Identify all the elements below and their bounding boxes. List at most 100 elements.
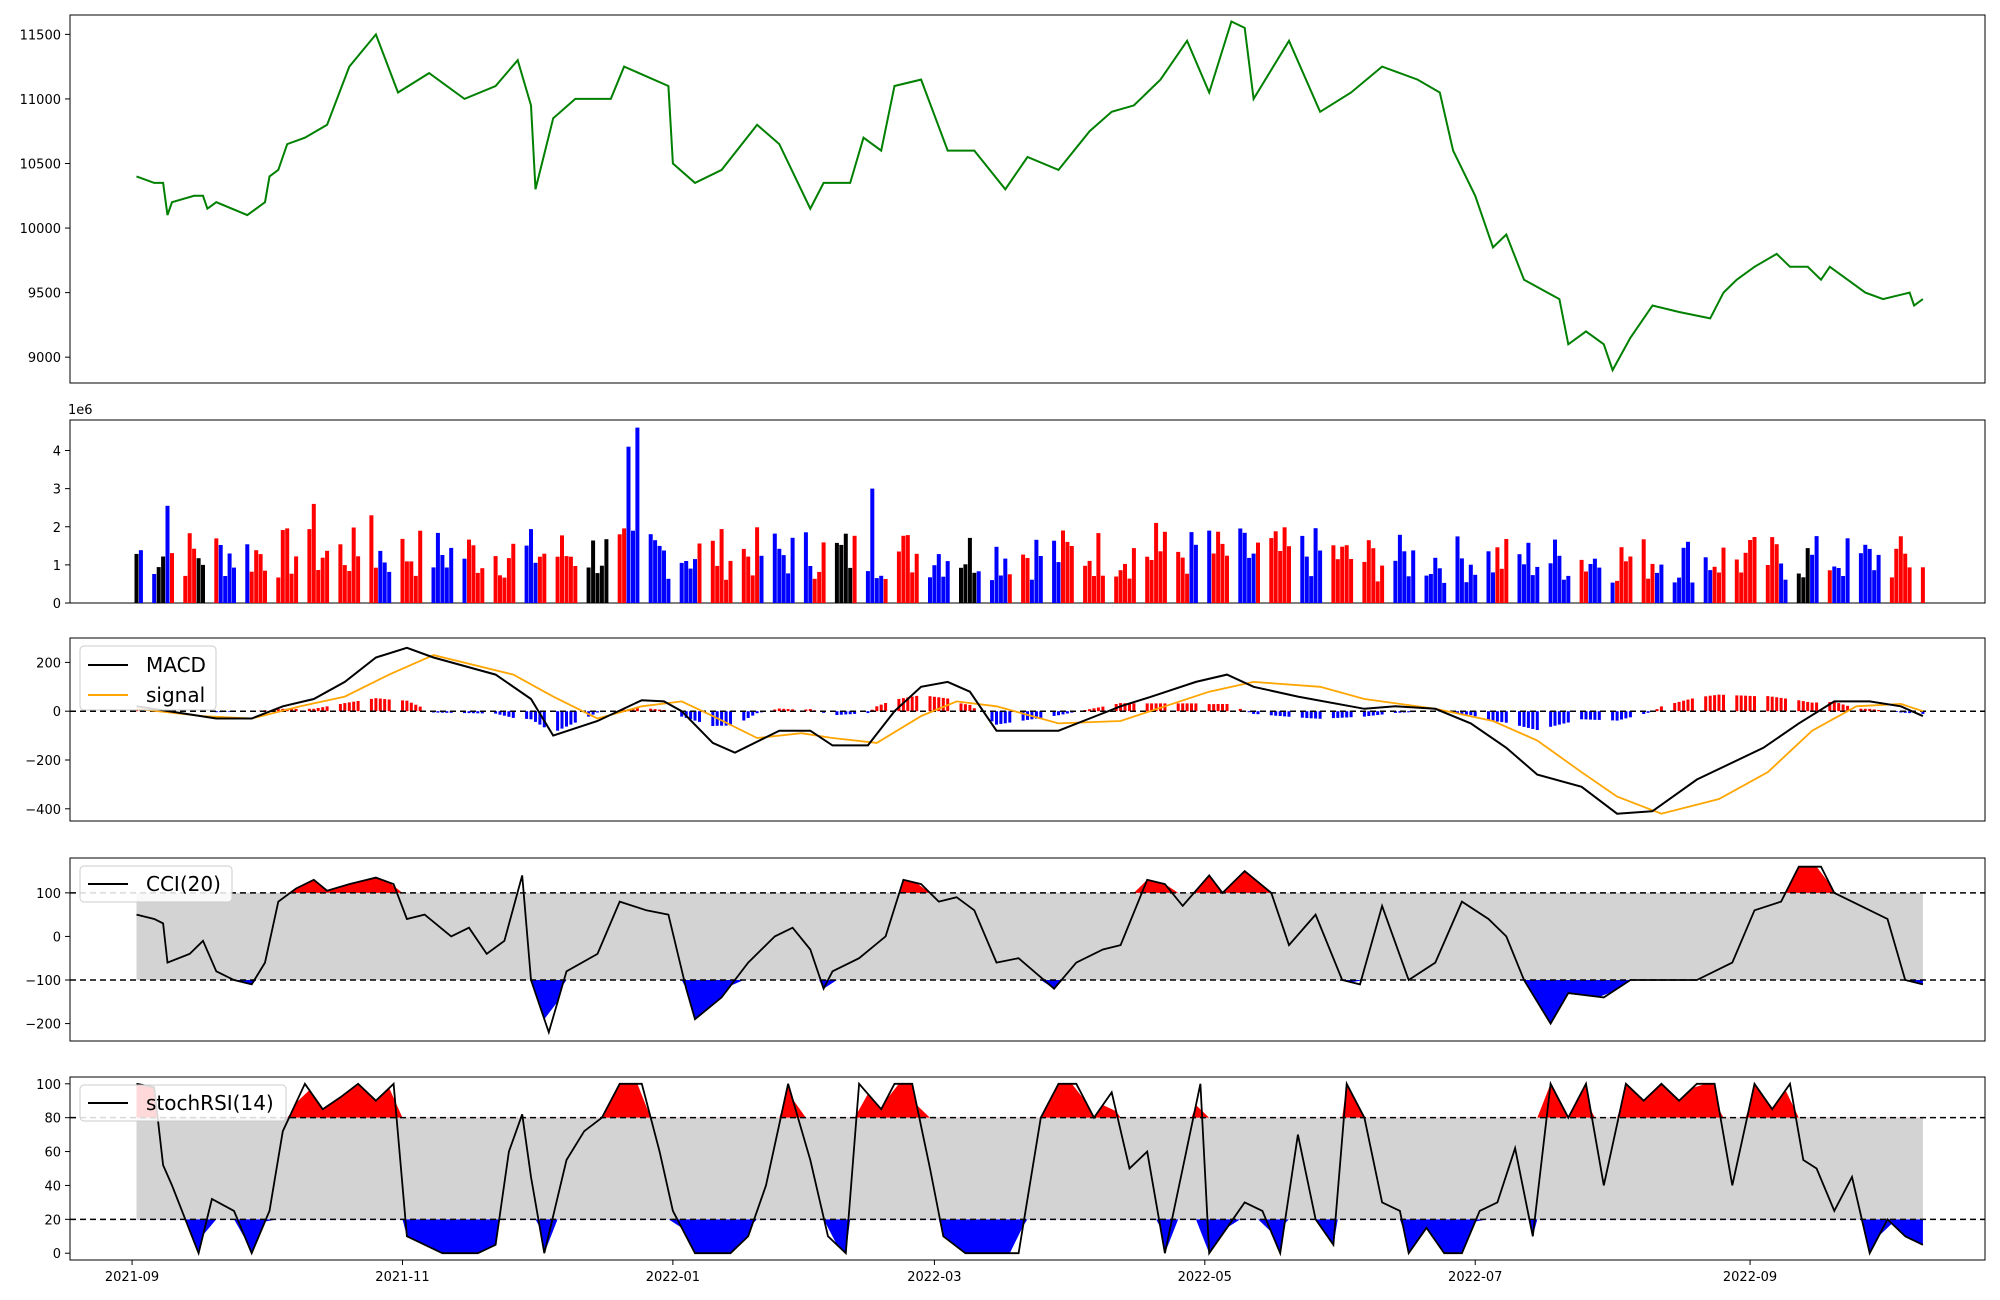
macd-histogram-bar bbox=[307, 708, 311, 712]
macd-histogram-bar bbox=[1380, 711, 1384, 715]
macd-histogram-bar bbox=[556, 711, 560, 731]
volume-bar bbox=[657, 545, 662, 603]
macd-histogram-bar bbox=[720, 711, 724, 726]
volume-bar bbox=[1845, 538, 1850, 603]
volume-bar bbox=[1397, 534, 1402, 603]
macd-histogram-bar bbox=[1225, 704, 1229, 712]
volume-bar bbox=[232, 567, 236, 603]
volume-bar bbox=[790, 537, 795, 603]
macd-histogram-bar bbox=[1495, 711, 1499, 722]
macd-histogram-bar bbox=[1877, 710, 1881, 712]
volume-bar bbox=[1273, 531, 1278, 603]
volume-tick-label: 2 bbox=[53, 521, 61, 536]
volume-bar bbox=[356, 556, 361, 603]
macd-histogram-bar bbox=[1464, 711, 1468, 715]
macd-histogram-bar bbox=[910, 696, 914, 712]
macd-histogram-bar bbox=[1686, 699, 1690, 712]
volume-bar bbox=[759, 555, 764, 603]
macd-histogram-bar bbox=[1300, 711, 1304, 718]
volume-bar bbox=[741, 548, 746, 603]
macd-histogram-bar bbox=[369, 698, 373, 712]
macd-histogram-bar bbox=[565, 711, 568, 727]
volume-bar bbox=[1641, 539, 1646, 603]
volume-bar bbox=[1216, 531, 1221, 603]
volume-bar bbox=[152, 574, 157, 603]
volume-bar bbox=[1491, 572, 1495, 603]
volume-bar bbox=[1193, 544, 1198, 603]
volume-bar bbox=[1189, 532, 1194, 603]
volume-bar bbox=[817, 571, 822, 603]
volume-bar bbox=[1734, 559, 1739, 603]
volume-bar bbox=[1087, 560, 1092, 603]
volume-bar bbox=[1393, 560, 1398, 603]
volume-bar bbox=[280, 530, 285, 603]
volume-bar bbox=[1486, 551, 1491, 603]
macd-histogram-bar bbox=[1611, 711, 1615, 721]
macd-histogram-bar bbox=[294, 708, 298, 712]
macd-legend: MACD signal bbox=[79, 645, 217, 711]
stochrsi-overbought-fill bbox=[136, 1083, 1923, 1118]
volume-bar bbox=[289, 573, 294, 603]
volume-bar bbox=[1362, 561, 1367, 603]
volume-bar bbox=[591, 540, 596, 603]
volume-bar bbox=[998, 575, 1003, 603]
macd-histogram-bar bbox=[1784, 698, 1787, 712]
volume-bar bbox=[1898, 536, 1903, 603]
volume-bar bbox=[493, 556, 498, 603]
macd-histogram-bar bbox=[1753, 696, 1756, 712]
macd-panel: −400 −200 0 200 MACD signal bbox=[25, 637, 1986, 822]
volume-bar bbox=[1863, 544, 1868, 603]
volume-bar bbox=[936, 554, 941, 603]
volume-bar bbox=[959, 567, 963, 603]
volume-bar bbox=[325, 550, 330, 603]
volume-bar bbox=[1371, 548, 1376, 603]
volume-bar bbox=[524, 545, 529, 603]
volume-bar bbox=[599, 565, 604, 603]
volume-bar bbox=[573, 566, 578, 603]
volume-bar bbox=[1889, 577, 1894, 603]
volume-bar bbox=[781, 555, 786, 603]
stochrsi-legend: stochRSI(14) bbox=[79, 1084, 287, 1122]
volume-bar bbox=[1703, 557, 1708, 603]
volume-bar bbox=[648, 534, 653, 603]
macd-histogram-bar bbox=[1393, 711, 1397, 713]
volume-bar bbox=[635, 427, 640, 603]
volume-bar bbox=[1717, 572, 1721, 603]
macd-histogram-bar bbox=[1061, 711, 1065, 715]
macd-histogram-bar bbox=[1868, 708, 1872, 712]
macd-histogram-bar bbox=[405, 700, 409, 712]
macd-histogram-bar bbox=[1331, 711, 1335, 719]
volume-bar bbox=[1894, 548, 1899, 603]
macd-histogram-bar bbox=[1150, 703, 1154, 712]
macd-histogram-bar bbox=[1628, 711, 1632, 718]
macd-histogram-bar bbox=[1837, 703, 1841, 712]
volume-bar bbox=[839, 544, 844, 603]
volume-bar bbox=[1251, 553, 1256, 603]
volume-bar bbox=[728, 560, 733, 603]
volume-bar bbox=[316, 570, 321, 603]
price-tick-label: 11000 bbox=[20, 93, 61, 108]
macd-histogram-bar bbox=[1065, 711, 1069, 714]
macd-histogram-bar bbox=[835, 711, 839, 715]
macd-histogram-bar bbox=[1535, 711, 1539, 730]
volume-bar bbox=[1304, 556, 1309, 603]
legend-cci-label: CCI(20) bbox=[146, 872, 221, 896]
volume-bar bbox=[750, 575, 755, 603]
volume-bar bbox=[1003, 558, 1008, 603]
macd-histogram-bar bbox=[1504, 711, 1508, 723]
macd-histogram-bar bbox=[1531, 711, 1535, 729]
macd-histogram-bar bbox=[1460, 711, 1464, 715]
macd-histogram-bar bbox=[1371, 711, 1375, 716]
volume-bar bbox=[945, 561, 950, 603]
x-tick-label: 2021-11 bbox=[375, 1270, 429, 1285]
macd-histogram-bar bbox=[1367, 711, 1371, 716]
macd-histogram-bar bbox=[1682, 700, 1686, 712]
volume-bar bbox=[1628, 556, 1633, 603]
macd-histogram-bar bbox=[525, 711, 529, 719]
macd-histogram-bar bbox=[529, 711, 533, 720]
volume-bar bbox=[1468, 564, 1473, 603]
macd-histogram-bar bbox=[1859, 708, 1863, 712]
macd-histogram-bar bbox=[928, 696, 932, 712]
macd-histogram-bar bbox=[844, 711, 848, 715]
macd-histogram-bar bbox=[1748, 695, 1752, 712]
